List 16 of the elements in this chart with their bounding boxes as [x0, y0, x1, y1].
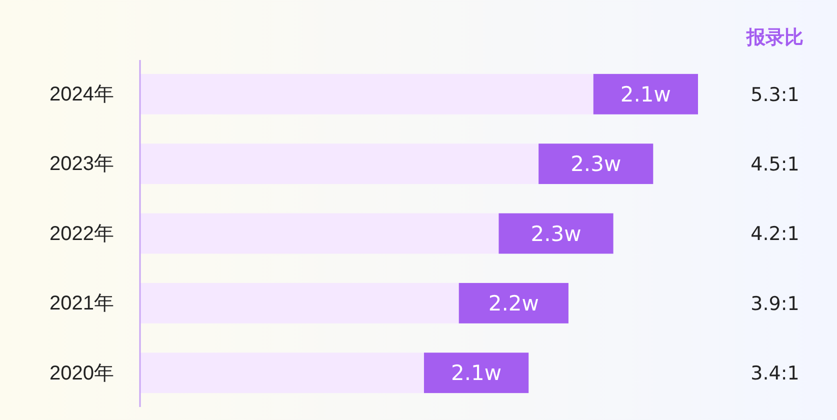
text: 3.4:1	[750, 362, 800, 385]
data-label: 2.1w	[620, 82, 671, 106]
text: 5.3:1	[750, 84, 800, 106]
text: 3.9:1	[750, 292, 800, 315]
text: 4.2:1	[750, 223, 800, 246]
data-label: 2.3w	[570, 152, 622, 176]
y-tick-label: 2020年	[50, 362, 114, 384]
y-tick-label: 2022年	[50, 222, 114, 245]
text: 4.5:1	[750, 153, 800, 176]
data-label: 2.1w	[451, 361, 502, 386]
text: 报录比	[746, 26, 804, 49]
y-tick-label: 2024年	[50, 84, 114, 106]
y-tick-label: 2021年	[50, 292, 114, 315]
data-label: 2.2w	[488, 292, 539, 316]
y-tick-label: 2023年	[50, 153, 114, 176]
data-label: 2.3w	[530, 222, 582, 246]
